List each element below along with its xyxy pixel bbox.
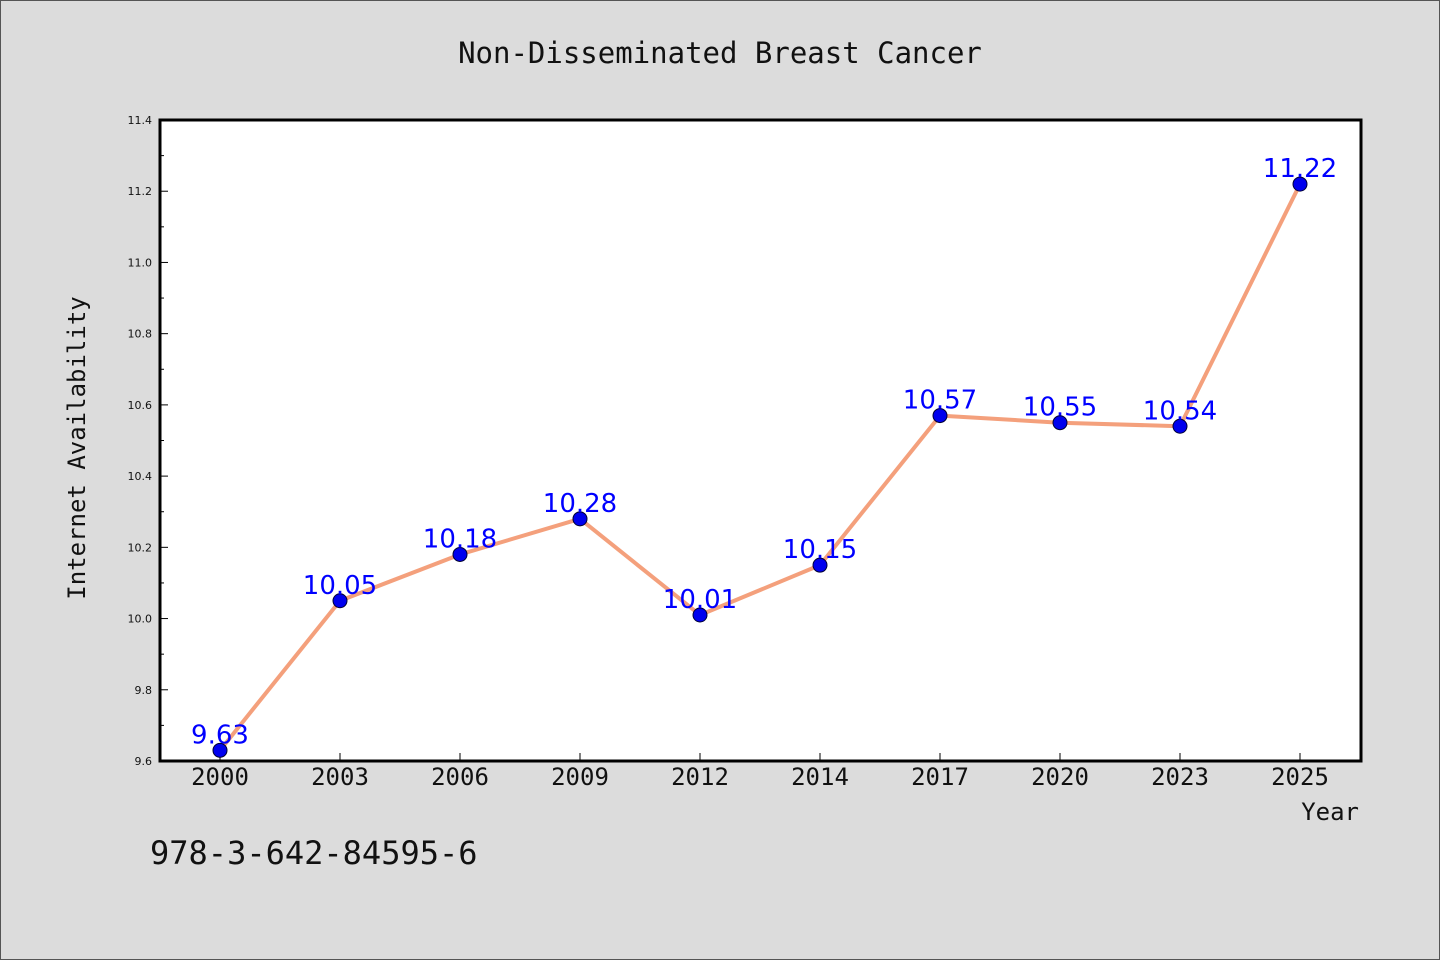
data-point xyxy=(332,593,348,609)
x-tick-label: 2003 xyxy=(311,763,369,791)
x-tick-label: 2025 xyxy=(1271,763,1329,791)
y-tick-label: 10.2 xyxy=(128,541,153,554)
data-point xyxy=(692,607,708,623)
data-point xyxy=(1292,176,1308,192)
footer-isbn: 978-3-642-84595-6 xyxy=(150,834,478,872)
x-tick-label: 2017 xyxy=(911,763,969,791)
y-tick-label: 11.0 xyxy=(128,256,153,269)
data-point xyxy=(932,408,948,424)
data-point xyxy=(1052,415,1068,431)
x-tick-label: 2012 xyxy=(671,763,729,791)
data-point xyxy=(452,546,468,562)
data-label: 10.54 xyxy=(1143,396,1217,426)
x-tick-label: 2014 xyxy=(791,763,849,791)
y-tick-label: 11.4 xyxy=(128,114,153,127)
data-point xyxy=(1172,418,1188,434)
y-tick-label: 9.8 xyxy=(135,684,153,697)
y-axis: 9.6 9.8 10.0 10.2 10.4 10.6 10.8 11.0 11.2 11.4 xyxy=(128,114,168,768)
series-layer xyxy=(212,176,1308,758)
y-tick-label: 10.8 xyxy=(128,328,153,341)
x-axis: 2000 2003 2006 2009 2012 2014 2017 2020 2023 2025 xyxy=(191,753,1329,791)
x-tick-label: 2023 xyxy=(1151,763,1209,791)
y-tick-label: 10.0 xyxy=(128,613,153,626)
y-axis-label: Internet Availability xyxy=(63,296,91,599)
data-label: 10.55 xyxy=(1023,393,1097,423)
x-tick-label: 2009 xyxy=(551,763,609,791)
data-label: 10.15 xyxy=(783,535,857,565)
x-tick-label: 2020 xyxy=(1031,763,1089,791)
data-label: 10.01 xyxy=(663,585,737,615)
data-point xyxy=(212,742,228,758)
series-line xyxy=(218,182,1302,753)
y-tick-label: 11.2 xyxy=(128,185,153,198)
x-tick-label: 2006 xyxy=(431,763,489,791)
data-label: 11.22 xyxy=(1263,154,1337,184)
y-tick-label: 9.6 xyxy=(135,755,153,768)
x-tick-label: 2000 xyxy=(191,763,249,791)
y-tick-label: 10.6 xyxy=(128,399,153,412)
data-label: 10.18 xyxy=(423,524,497,554)
x-axis-label: Year xyxy=(1301,798,1359,826)
data-label-layer: 9.63 10.05 10.18 10.28 10.01 10.15 10.57 10.55 1… xyxy=(191,154,1337,750)
data-label: 9.63 xyxy=(191,720,249,750)
plot-area xyxy=(160,120,1361,761)
data-point xyxy=(572,511,588,527)
y-tick-label: 10.4 xyxy=(128,470,153,483)
plot-border xyxy=(158,118,1363,763)
data-label: 10.57 xyxy=(903,386,977,416)
chart-title: Non-Disseminated Breast Cancer xyxy=(458,36,982,70)
data-label: 10.05 xyxy=(303,571,377,601)
data-point xyxy=(812,557,828,573)
data-label: 10.28 xyxy=(543,489,617,519)
